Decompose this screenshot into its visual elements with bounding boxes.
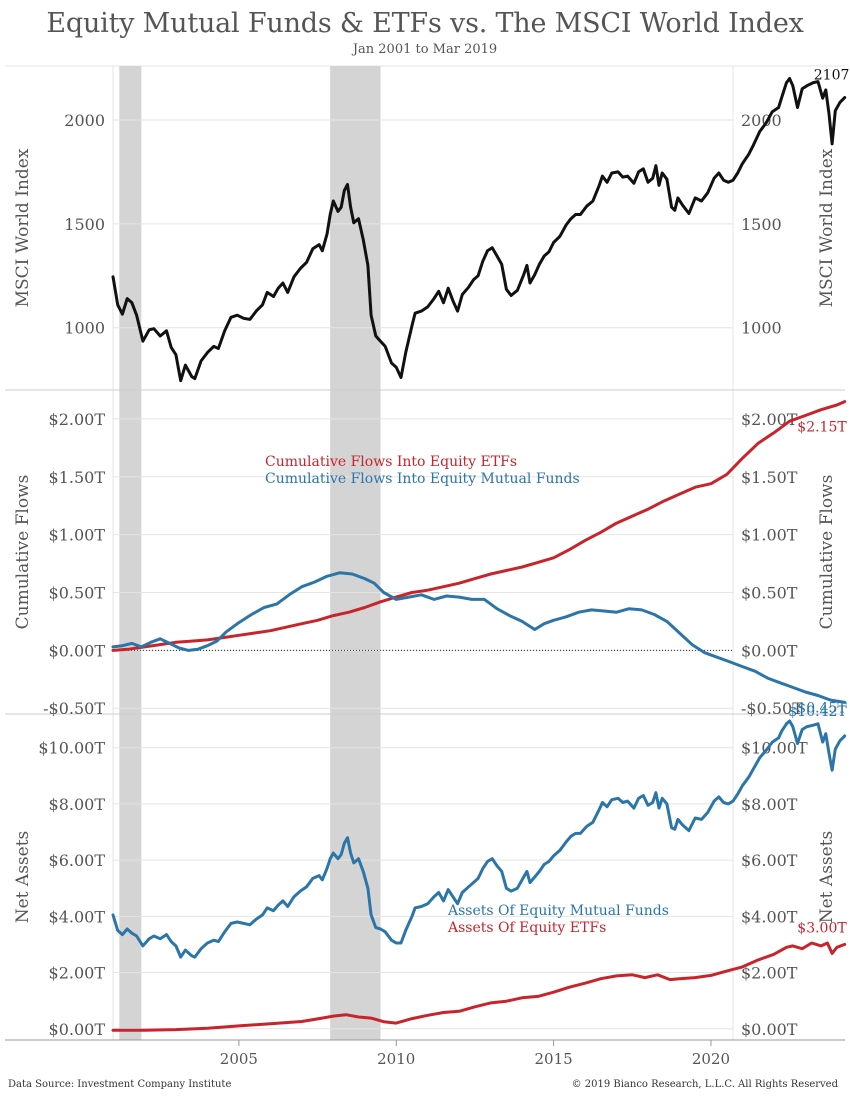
assets-ylabel-left: Net Assets	[13, 831, 33, 924]
flows-end-label-1: -$0.45T	[793, 700, 848, 716]
copyright-note: © 2019 Bianco Research, L.L.C. All Right…	[571, 1079, 838, 1090]
flows-legend-entry-1: Cumulative Flows Into Equity Mutual Fund…	[265, 471, 580, 487]
x-tick-label-2010: 2010	[377, 1050, 415, 1068]
assets-series-line-1	[111, 941, 847, 1032]
msci-ylabel-right: MSCI World Index	[817, 148, 837, 307]
msci-ytick-right-0: 1000	[741, 319, 782, 338]
flows-ytick-left-1: $0.00T	[49, 641, 106, 660]
msci-series-line-0	[111, 77, 847, 383]
assets-ytick-left-0: $0.00T	[49, 1020, 106, 1039]
flows-ytick-left-0: -$0.50T	[43, 699, 105, 718]
assets-end-label-0: $10.42T	[788, 704, 847, 720]
assets-ytick-right-3: $6.00T	[741, 851, 798, 870]
flows-legend-entry-0: Cumulative Flows Into Equity ETFs	[265, 454, 517, 470]
assets-end-label-1: $3.00T	[797, 920, 847, 936]
assets-ytick-left-1: $2.00T	[49, 964, 106, 983]
flows-ytick-right-2: $0.50T	[741, 584, 798, 603]
chart-title: Equity Mutual Funds & ETFs vs. The MSCI …	[46, 8, 804, 39]
flows-ytick-left-3: $1.00T	[49, 526, 106, 545]
flows-ytick-left-5: $2.00T	[49, 410, 106, 429]
chart-subtitle: Jan 2001 to Mar 2019	[352, 42, 498, 57]
recession-shade-2	[330, 66, 381, 1040]
assets-legend-entry-1: Assets Of Equity ETFs	[447, 920, 606, 936]
assets-ylabel-right: Net Assets	[817, 831, 837, 924]
msci-ylabel-left: MSCI World Index	[13, 148, 33, 307]
assets-ytick-left-3: $6.00T	[49, 851, 106, 870]
msci-end-label-0: 2107.74	[814, 68, 850, 84]
assets-ytick-right-4: $8.00T	[741, 795, 798, 814]
assets-series-line-0	[111, 719, 847, 959]
flows-ylabel-right: Cumulative Flows	[817, 475, 837, 630]
assets-ytick-right-0: $0.00T	[741, 1020, 798, 1039]
recession-shade-1	[119, 66, 142, 1040]
msci-ytick-right-1: 1500	[741, 215, 782, 234]
assets-ytick-left-2: $4.00T	[49, 907, 106, 926]
assets-ytick-right-2: $4.00T	[741, 907, 798, 926]
x-tick-label-2020: 2020	[692, 1050, 730, 1068]
flows-ytick-left-4: $1.50T	[49, 468, 106, 487]
assets-legend-entry-0: Assets Of Equity Mutual Funds	[447, 903, 669, 919]
msci-ytick-left-0: 1000	[64, 319, 105, 338]
x-tick-label-2005: 2005	[220, 1050, 258, 1068]
flows-ylabel-left: Cumulative Flows	[13, 475, 33, 630]
msci-ytick-left-1: 1500	[64, 215, 105, 234]
x-tick-label-2015: 2015	[535, 1050, 573, 1068]
flows-series-line-1	[111, 571, 847, 704]
msci-ytick-left-2: 2000	[64, 111, 105, 130]
flows-series-line-0	[111, 400, 847, 652]
assets-ytick-left-4: $8.00T	[49, 795, 106, 814]
assets-ytick-right-1: $2.00T	[741, 964, 798, 983]
assets-ytick-right-5: $10.00T	[741, 739, 808, 758]
assets-ytick-left-5: $10.00T	[38, 739, 105, 758]
flows-ytick-left-2: $0.50T	[49, 584, 106, 603]
flows-ytick-right-1: $0.00T	[741, 641, 798, 660]
flows-ytick-right-4: $1.50T	[741, 468, 798, 487]
flows-ytick-right-3: $1.00T	[741, 526, 798, 545]
flows-ytick-right-5: $2.00T	[741, 410, 798, 429]
data-source-note: Data Source: Investment Company Institut…	[8, 1079, 232, 1090]
flows-end-label-0: $2.15T	[797, 420, 847, 436]
flows-ytick-right-0: -$0.50T	[741, 699, 803, 718]
